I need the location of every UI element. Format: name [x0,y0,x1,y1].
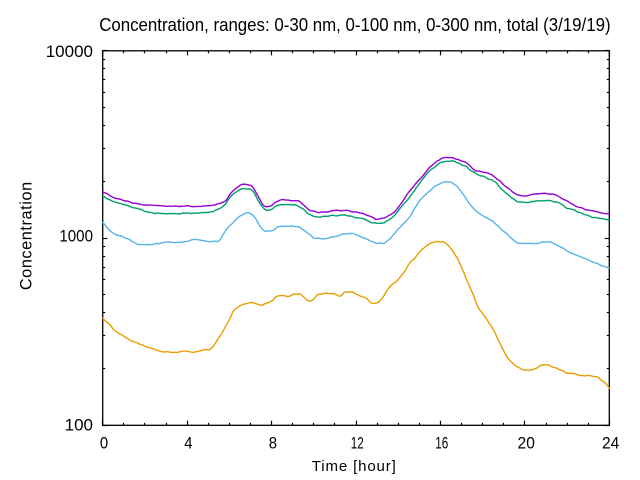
svg-text:0: 0 [100,433,108,452]
svg-text:Concentration: Concentration [18,182,36,290]
svg-text:Concentration, ranges: 0-30 nm: Concentration, ranges: 0-30 nm, 0-100 nm… [99,15,610,35]
svg-text:4: 4 [184,433,192,452]
svg-text:24: 24 [602,433,619,452]
svg-text:20: 20 [518,433,535,452]
svg-text:1000: 1000 [59,226,93,245]
svg-text:10000: 10000 [46,42,93,61]
svg-text:8: 8 [269,433,277,452]
svg-text:12: 12 [351,433,364,452]
svg-text:16: 16 [435,433,448,452]
svg-text:Time [hour]: Time [hour] [312,458,396,475]
svg-text:100: 100 [65,416,93,435]
